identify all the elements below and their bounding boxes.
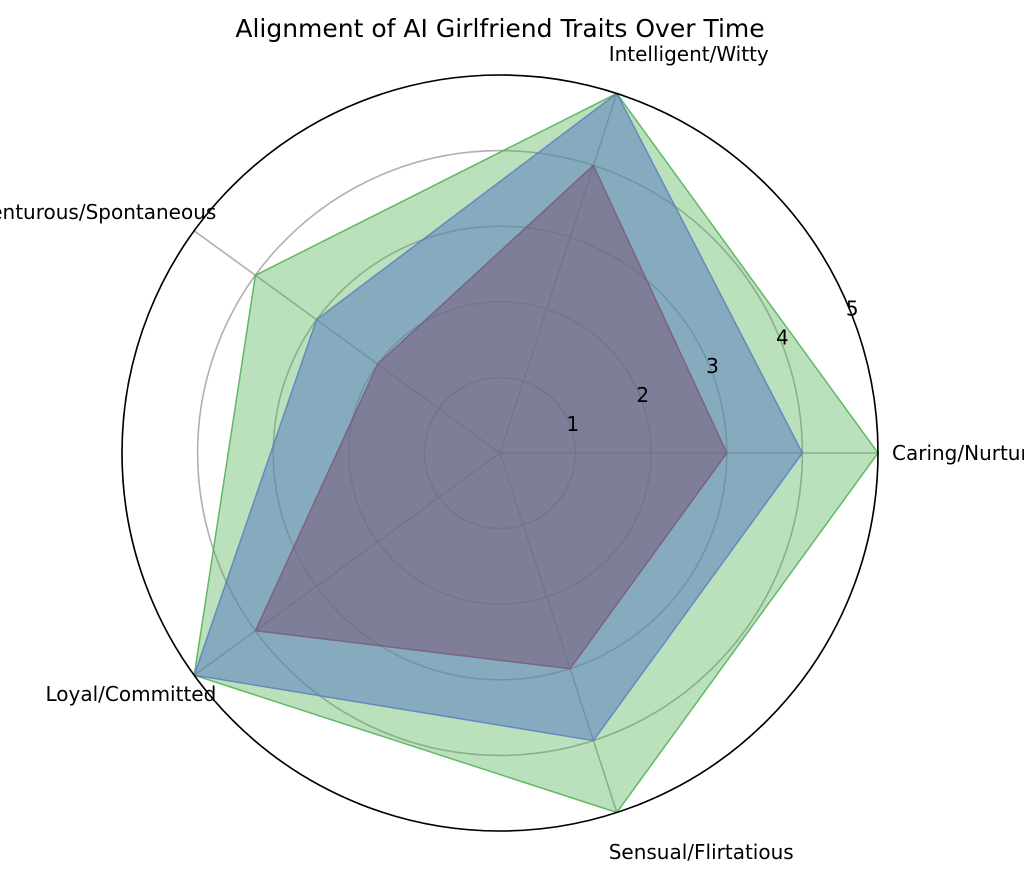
chart-title: Alignment of AI Girlfriend Traits Over T…: [235, 14, 764, 43]
radial-tick-labels: 1 2 3 4 5: [566, 296, 858, 436]
axis-label-3: Adventurous/Spontaneous: [0, 200, 216, 224]
radial-tick-label-3: 3: [706, 354, 719, 378]
radial-tick-label-5: 5: [846, 296, 859, 320]
radial-tick-label-4: 4: [776, 325, 789, 349]
radial-tick-label-1: 1: [566, 412, 579, 436]
series-3-area: [254, 164, 728, 670]
axis-labels: Caring/Nurturing Intelligent/Witty Adventu…: [0, 42, 1024, 864]
series-polygons: [193, 92, 879, 814]
radar-frame: [121, 74, 879, 832]
axis-label-2: Intelligent/Witty: [609, 42, 769, 66]
axis-label-1: Caring/Nurturing: [892, 441, 1024, 465]
axis-label-4: Loyal/Committed: [45, 682, 216, 706]
radial-tick-label-2: 2: [636, 383, 649, 407]
axis-label-5: Sensual/Flirtatious: [609, 840, 794, 864]
